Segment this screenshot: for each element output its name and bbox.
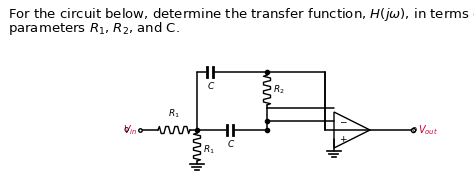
Text: parameters $R_1$, $R_2$, and C.: parameters $R_1$, $R_2$, and C. <box>8 20 180 37</box>
Text: o: o <box>411 126 417 134</box>
Text: $R_1$: $R_1$ <box>203 144 215 156</box>
Text: $C$: $C$ <box>227 138 235 149</box>
Text: For the circuit below, determine the transfer function, $\mathit{H(j\omega)}$, i: For the circuit below, determine the tra… <box>8 6 474 23</box>
Text: $R_1$: $R_1$ <box>168 107 180 120</box>
Text: $C$: $C$ <box>207 80 215 91</box>
Text: $R_2$: $R_2$ <box>273 84 285 96</box>
Text: o: o <box>123 126 128 134</box>
Text: $V_{out}$: $V_{out}$ <box>418 123 438 137</box>
Text: $-$: $-$ <box>339 117 347 126</box>
Text: $V_{in}$: $V_{in}$ <box>123 123 137 137</box>
Text: $+$: $+$ <box>339 134 347 144</box>
